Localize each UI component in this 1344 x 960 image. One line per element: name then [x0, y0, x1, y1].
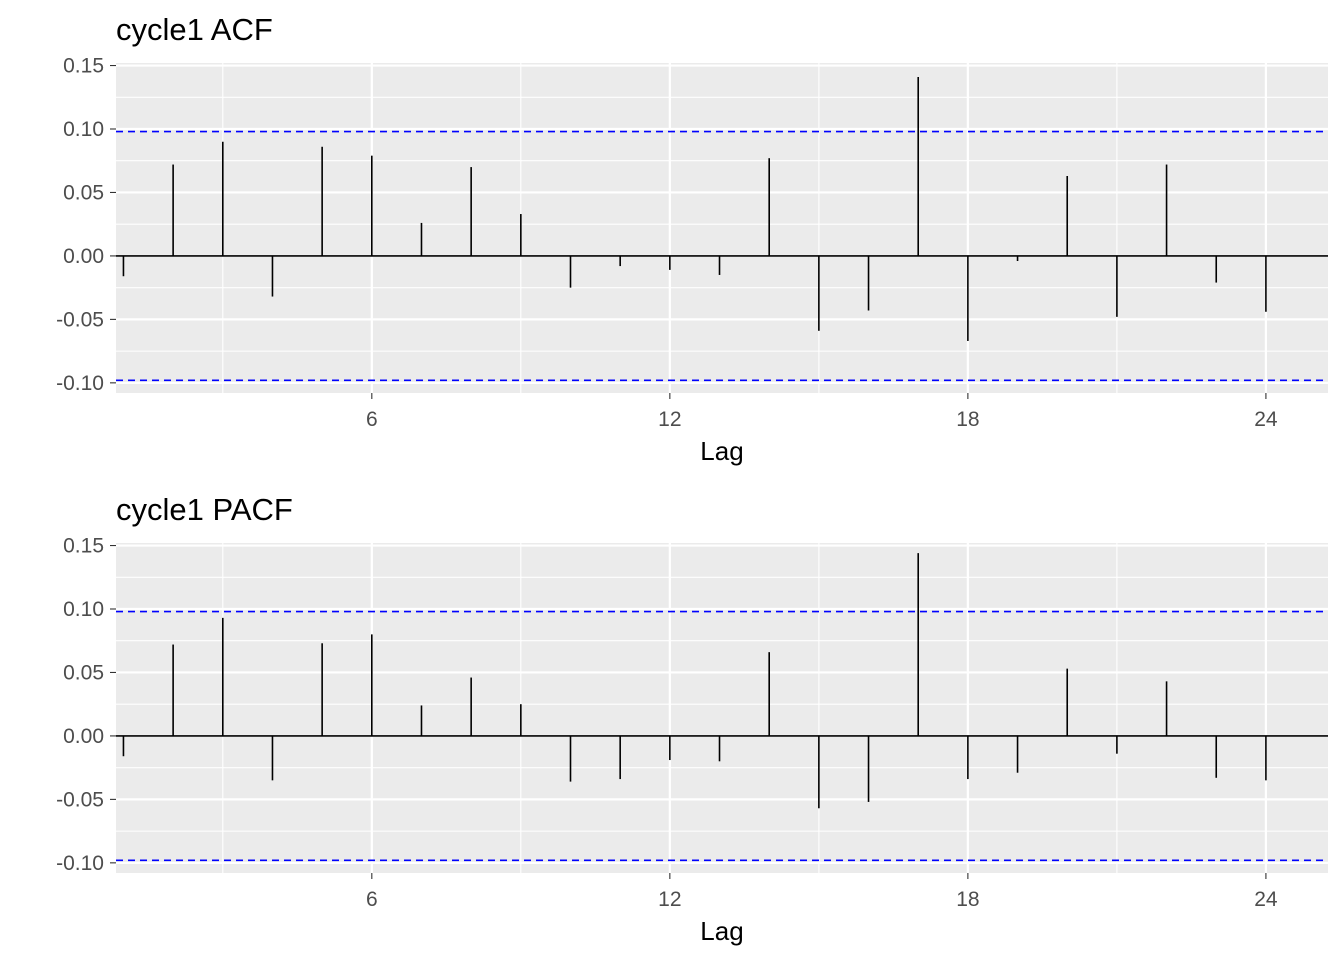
pacf-x-tick-label: 6 [366, 888, 378, 911]
acf-y-tick-label: 0.05 [63, 181, 104, 204]
pacf-x-tick-label: 24 [1254, 888, 1278, 911]
pacf-x-axis-title: Lag [700, 916, 743, 946]
pacf-y-tick-label: 0.05 [63, 661, 104, 684]
acf-y-tick-label: 0.00 [63, 245, 104, 268]
acf-x-tick-label: 12 [658, 408, 681, 431]
pacf-x-tick-label: 18 [956, 888, 979, 911]
pacf-panel: cycle1 PACF -0.10 -0.05 0.00 0.05 0.10 0.15 6… [56, 492, 1328, 946]
acf-y-tick-label: -0.05 [56, 308, 104, 331]
pacf-y-tick-label: 0.10 [63, 598, 104, 621]
acf-y-tick-label: 0.10 [63, 118, 104, 141]
pacf-y-tick-label: 0.00 [63, 725, 104, 748]
acf-x-tick-label: 6 [366, 408, 378, 431]
acf-x-tick-label: 18 [956, 408, 979, 431]
acf-panel-background [116, 63, 1328, 393]
acf-x-tick-label: 24 [1254, 408, 1278, 431]
pacf-y-tick-label: -0.10 [56, 852, 104, 875]
acf-x-axis-title: Lag [700, 436, 743, 466]
acf-panel: cycle1 ACF -0.10 -0.05 0.00 0.05 0.10 0.15 6 1… [56, 12, 1328, 466]
pacf-panel-background [116, 543, 1328, 873]
acf-y-tick-label: -0.10 [56, 372, 104, 395]
acf-title: cycle1 ACF [116, 12, 273, 47]
acf-y-tick-label: 0.15 [63, 55, 104, 78]
pacf-y-tick-label: 0.15 [63, 535, 104, 558]
pacf-y-tick-label: -0.05 [56, 788, 104, 811]
pacf-title: cycle1 PACF [116, 492, 293, 527]
pacf-x-tick-label: 12 [658, 888, 681, 911]
